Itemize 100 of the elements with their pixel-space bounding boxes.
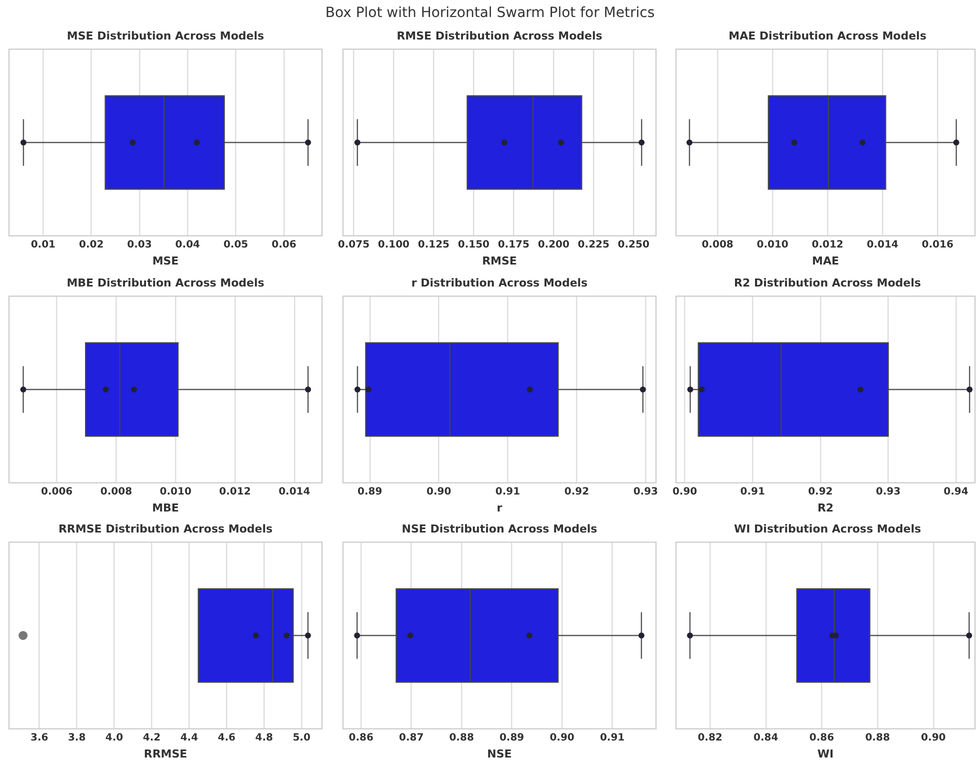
point — [686, 140, 692, 146]
x-tick-label: 0.88 — [449, 732, 474, 744]
x-tick-label: 0.150 — [458, 239, 490, 250]
x-axis-title: MAE — [812, 254, 839, 268]
x-tick-label: 0.175 — [498, 239, 530, 250]
x-tick-label: 0.100 — [378, 239, 410, 250]
x-tick-label: 5.0 — [292, 732, 310, 744]
x-tick-label: 0.250 — [618, 239, 650, 250]
text: Box Plot with Horizontal Swarm Plot for Metrics — [324, 5, 656, 21]
point — [857, 386, 864, 392]
x-tick-label: 0.225 — [578, 239, 610, 250]
chart-title: r Distribution Across Models — [411, 276, 588, 290]
x-axis-title: WI — [817, 747, 834, 760]
x-axis-title: R2 — [817, 501, 834, 514]
x-tick-label: 0.03 — [127, 239, 152, 250]
point — [687, 386, 694, 392]
point — [354, 140, 360, 146]
x-tick-label: 0.125 — [418, 239, 450, 250]
chart-title: RMSE Distribution Across Models — [396, 29, 603, 42]
point — [130, 140, 136, 146]
x-tick-label: 0.05 — [223, 239, 248, 250]
x-axis-title: MSE — [152, 254, 179, 268]
point — [407, 632, 414, 638]
x-tick-label: 0.200 — [538, 239, 570, 250]
point — [698, 386, 705, 392]
point — [953, 140, 960, 146]
chart-title: RRMSE Distribution Across Models — [58, 522, 273, 536]
x-tick-label: 0.94 — [944, 486, 968, 498]
x-tick-label: 0.014 — [278, 486, 310, 498]
x-tick-label: 0.04 — [175, 239, 200, 250]
x-tick-label: 0.89 — [499, 732, 524, 744]
chart-title: WI Distribution Across Models — [734, 522, 922, 536]
point — [791, 140, 798, 146]
x-tick-label: 0.86 — [348, 732, 374, 744]
x-axis-title: NSE — [487, 747, 512, 760]
x-tick-label: 0.01 — [30, 239, 56, 250]
x-axis-title: MBE — [152, 501, 179, 514]
x-tick-label: 0.90 — [426, 486, 452, 498]
point — [131, 386, 138, 392]
point — [526, 632, 532, 638]
chart-title: NSE Distribution Across Models — [402, 522, 598, 536]
x-tick-label: 0.075 — [338, 239, 370, 250]
x-tick-label: 0.02 — [79, 239, 104, 250]
x-tick-label: 0.91 — [600, 732, 625, 744]
x-tick-label: 0.010 — [160, 486, 192, 498]
x-tick-label: 0.91 — [495, 486, 520, 498]
point — [558, 140, 564, 146]
x-tick-label: 0.90 — [921, 732, 946, 744]
point — [102, 386, 109, 392]
x-tick-label: 0.016 — [922, 239, 954, 250]
point — [526, 386, 533, 392]
x-tick-label: 4.8 — [255, 732, 274, 744]
point — [640, 386, 646, 392]
x-tick-label: 0.89 — [358, 486, 382, 498]
x-tick-label: 0.92 — [808, 486, 833, 498]
x-tick-label: 0.014 — [866, 239, 898, 250]
point — [20, 140, 26, 146]
x-tick-label: 0.93 — [876, 486, 901, 498]
x-tick-label: 0.92 — [564, 486, 590, 498]
x-tick-label: 0.87 — [398, 732, 424, 744]
x-tick-label: 3.6 — [30, 732, 48, 744]
chart-title: MAE Distribution Across Models — [728, 29, 927, 42]
x-tick-label: 0.008 — [702, 239, 734, 250]
chart-title: MSE Distribution Across Models — [66, 29, 265, 42]
x-tick-label: 0.012 — [219, 486, 251, 498]
point — [305, 386, 312, 392]
x-tick-label: 0.012 — [812, 239, 844, 250]
point — [966, 632, 972, 638]
x-tick-label: 0.91 — [740, 486, 765, 498]
x-axis-title: RRMSE — [144, 747, 188, 760]
x-tick-label: 4.6 — [218, 732, 236, 744]
point — [966, 386, 973, 392]
x-tick-label: 0.90 — [550, 732, 574, 744]
point — [366, 386, 372, 392]
x-tick-label: 4.2 — [142, 732, 161, 744]
point — [859, 140, 866, 146]
x-tick-label: 0.006 — [40, 486, 73, 498]
x-tick-label: 0.008 — [100, 486, 132, 498]
point — [501, 140, 508, 146]
x-axis-title: RMSE — [482, 254, 517, 268]
point — [638, 632, 644, 638]
point — [686, 632, 693, 638]
chart-title: MBE Distribution Across Models — [66, 276, 265, 290]
x-axis-title: r — [496, 501, 503, 514]
chart-title: R2 Distribution Across Models — [734, 276, 922, 290]
x-tick-label: 0.90 — [672, 486, 698, 498]
point — [354, 386, 360, 392]
x-tick-label: 0.93 — [633, 486, 658, 498]
x-tick-label: 0.84 — [754, 732, 778, 744]
x-tick-label: 3.8 — [68, 732, 86, 744]
point — [354, 632, 360, 638]
x-tick-label: 0.82 — [698, 732, 722, 744]
x-tick-label: 0.86 — [809, 732, 834, 744]
x-tick-label: 4.0 — [105, 732, 124, 744]
point — [20, 386, 26, 392]
point — [638, 140, 645, 146]
x-tick-label: 0.06 — [272, 239, 296, 250]
x-tick-label: 4.4 — [180, 732, 198, 744]
point — [194, 140, 200, 146]
x-tick-label: 0.010 — [756, 239, 788, 250]
